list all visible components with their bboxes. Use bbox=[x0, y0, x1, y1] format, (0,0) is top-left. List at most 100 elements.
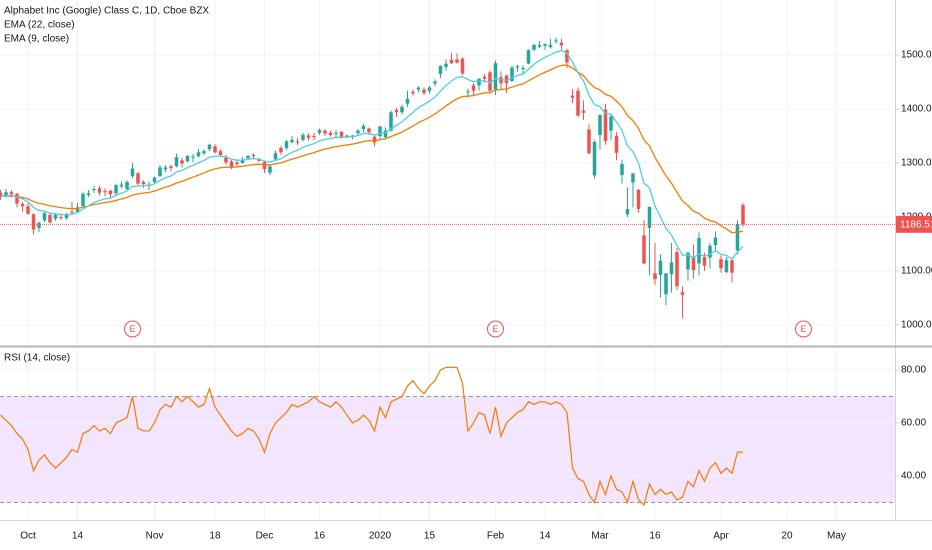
candle-body bbox=[273, 153, 278, 160]
candle-body bbox=[532, 44, 536, 50]
candle-body bbox=[114, 185, 118, 194]
candle-body bbox=[152, 177, 157, 182]
x-tick-label: Dec bbox=[256, 531, 274, 542]
rsi-line bbox=[0, 366, 743, 507]
y-tick-label: 1400.00 bbox=[901, 104, 932, 115]
candle-body bbox=[504, 75, 509, 84]
candle-body bbox=[279, 147, 283, 153]
candle-body bbox=[218, 151, 223, 155]
x-tick-label: 16 bbox=[314, 531, 326, 542]
candle-body bbox=[345, 135, 349, 137]
candle-body bbox=[554, 40, 558, 42]
candle-body bbox=[48, 214, 52, 223]
candle-body bbox=[59, 217, 63, 219]
candle-body bbox=[20, 204, 25, 207]
candle-body bbox=[730, 260, 734, 273]
candle-body bbox=[493, 63, 498, 90]
candle-body bbox=[653, 273, 657, 280]
candle-body bbox=[174, 157, 179, 167]
candle-body bbox=[103, 191, 107, 193]
candle-body bbox=[455, 59, 459, 63]
candle-body bbox=[15, 193, 19, 204]
candle-body bbox=[301, 134, 305, 140]
candle-body bbox=[251, 154, 256, 157]
candle-body bbox=[334, 132, 338, 134]
candle-body bbox=[565, 50, 569, 63]
candle-body bbox=[119, 184, 124, 187]
y-tick-label: 80.00 bbox=[901, 365, 926, 376]
candle-body bbox=[158, 167, 162, 177]
event-label: E bbox=[800, 324, 806, 334]
candle-body bbox=[108, 190, 113, 195]
x-tick-label: 2020 bbox=[369, 531, 392, 542]
y-tick-label: 60.00 bbox=[901, 418, 926, 429]
candle-body bbox=[141, 181, 146, 185]
candle-body bbox=[0, 192, 3, 197]
candle-body bbox=[97, 188, 102, 193]
y-tick-label: 1300.00 bbox=[901, 158, 932, 169]
candle-body bbox=[64, 214, 69, 219]
candle-body bbox=[708, 245, 712, 258]
candle-body bbox=[482, 76, 487, 79]
candle-body bbox=[735, 224, 740, 251]
candle-body bbox=[130, 168, 135, 177]
rsi-band bbox=[0, 396, 895, 503]
candle-body bbox=[636, 190, 641, 209]
candle-body bbox=[416, 87, 421, 90]
candle-body bbox=[125, 181, 129, 189]
candle-body bbox=[603, 109, 608, 141]
candle-body bbox=[81, 193, 85, 207]
candle-body bbox=[669, 262, 674, 275]
candle-body bbox=[719, 259, 723, 269]
legend-entry: EMA (9, close) bbox=[4, 34, 69, 45]
x-tick-label: 14 bbox=[539, 531, 551, 542]
event-marker bbox=[486, 320, 504, 338]
candle-body bbox=[642, 235, 646, 264]
candle-body bbox=[4, 192, 8, 196]
y-tick-label: 1000.00 bbox=[901, 320, 932, 331]
x-tick-label: Oct bbox=[20, 531, 36, 542]
last-price-label: 1186.51 bbox=[900, 219, 932, 230]
candle-body bbox=[477, 78, 481, 86]
candle-body bbox=[741, 205, 745, 225]
x-tick-label: 15 bbox=[424, 531, 436, 542]
candle-body bbox=[290, 139, 294, 142]
candle-body bbox=[317, 130, 322, 133]
candle-body bbox=[405, 98, 410, 104]
candle-body bbox=[521, 68, 525, 70]
candle-body bbox=[31, 214, 36, 230]
x-tick-label: Apr bbox=[713, 531, 729, 542]
candle-body bbox=[488, 72, 492, 91]
candle-body bbox=[312, 136, 316, 138]
event-label: E bbox=[129, 324, 135, 334]
candle-body bbox=[625, 208, 630, 215]
candle-body bbox=[510, 67, 514, 81]
candle-body bbox=[581, 110, 586, 113]
candle-body bbox=[614, 136, 619, 153]
x-tick-label: Feb bbox=[487, 531, 505, 542]
candle-body bbox=[411, 91, 415, 94]
candle-body bbox=[268, 166, 272, 173]
candle-body bbox=[576, 90, 580, 116]
candle-body bbox=[350, 135, 355, 137]
candle-body bbox=[229, 161, 234, 167]
candle-body bbox=[92, 188, 96, 190]
candle-body bbox=[257, 159, 261, 161]
candle-body bbox=[713, 237, 718, 246]
legend-entry: EMA (22, close) bbox=[4, 20, 75, 31]
ema-line bbox=[0, 64, 744, 234]
candle-body bbox=[433, 81, 437, 84]
candle-body bbox=[361, 125, 366, 130]
x-tick-label: May bbox=[827, 531, 846, 542]
candle-body bbox=[262, 161, 267, 169]
y-tick-label: 40.00 bbox=[901, 471, 926, 482]
candle-body bbox=[306, 135, 311, 138]
candle-body bbox=[75, 207, 80, 212]
candle-body bbox=[202, 151, 206, 154]
candle-body bbox=[180, 160, 184, 164]
candle-body bbox=[466, 91, 470, 93]
event-marker bbox=[794, 320, 812, 338]
candle-body bbox=[213, 146, 217, 153]
candle-body bbox=[37, 222, 41, 228]
